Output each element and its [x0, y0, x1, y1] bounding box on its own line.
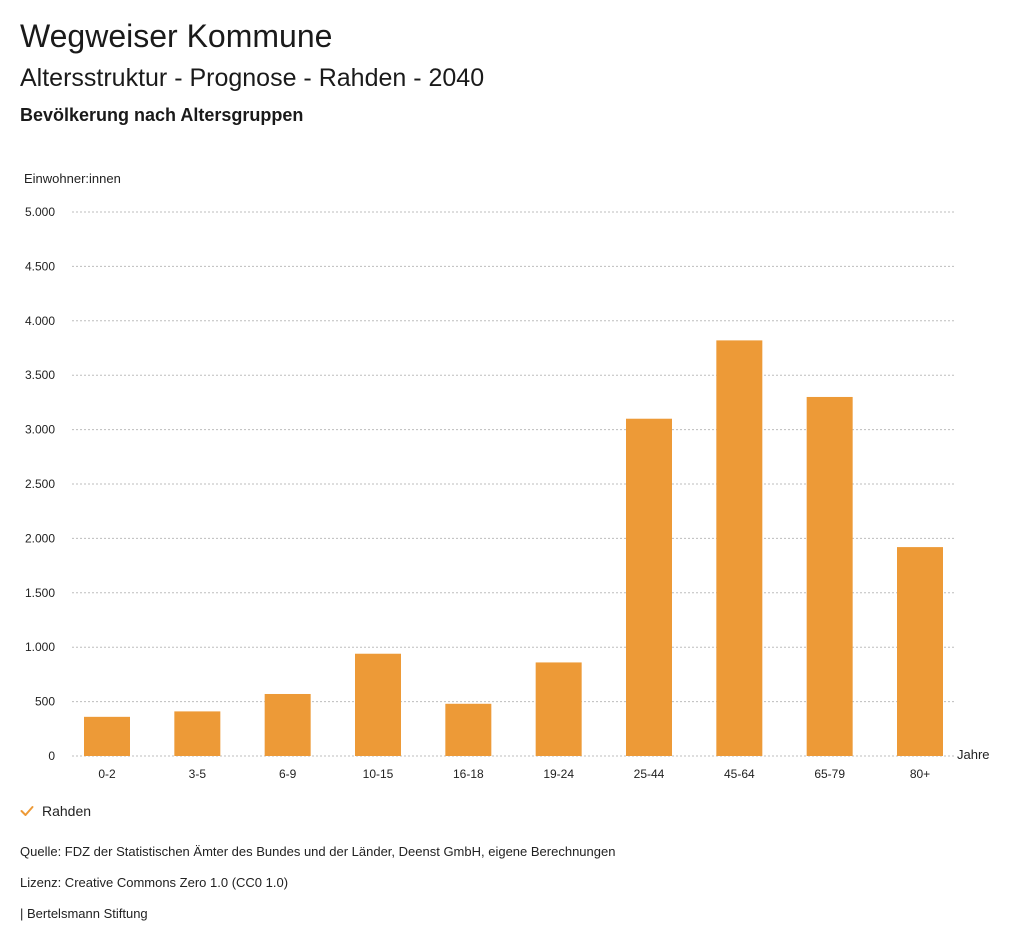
license-note: Lizenz: Creative Commons Zero 1.0 (CC0 1…: [20, 875, 289, 890]
x-tick-label: 45-64: [724, 767, 755, 781]
bar-25-44: [626, 418, 672, 756]
brand-title: Wegweiser Kommune: [20, 18, 333, 54]
x-tick-label: 25-44: [634, 767, 665, 781]
y-tick-label: 3.500: [25, 368, 55, 382]
chart-subtitle: Bevölkerung nach Altersgruppen: [20, 105, 304, 125]
legend-label: Rahden: [42, 803, 92, 819]
y-tick-label: 500: [35, 695, 55, 709]
source-note: Quelle: FDZ der Statistischen Ämter des …: [20, 844, 616, 859]
bar-0-2: [84, 716, 130, 756]
bar-16-18: [445, 703, 492, 756]
x-axis-label: Jahre: [957, 747, 990, 762]
publisher-note: | Bertelsmann Stiftung: [20, 906, 148, 921]
y-axis-label: Einwohner:innen: [24, 171, 121, 186]
x-tick-label: 6-9: [279, 767, 297, 781]
y-tick-label: 4.000: [25, 314, 55, 328]
y-tick-label: 0: [48, 749, 55, 763]
y-tick-label: 5.000: [25, 205, 55, 219]
bar-80+: [897, 547, 943, 756]
bar-65-79: [806, 396, 853, 756]
y-tick-label: 2.500: [25, 477, 55, 491]
x-tick-label: 10-15: [363, 767, 394, 781]
bar-3-5: [174, 711, 221, 756]
legend-item-rahden[interactable]: Rahden: [20, 803, 91, 819]
bar-10-15: [355, 653, 401, 756]
bar-6-9: [264, 693, 311, 756]
y-tick-label: 4.500: [25, 259, 55, 273]
bar-45-64: [716, 340, 763, 756]
y-tick-label: 3.000: [25, 423, 55, 437]
check-icon: [20, 806, 34, 816]
y-tick-label: 2.000: [25, 531, 55, 545]
x-tick-label: 16-18: [453, 767, 484, 781]
x-tick-label: 80+: [910, 767, 930, 781]
y-tick-label: 1.500: [25, 586, 55, 600]
bar-chart: 0 500 1.000 1.500 2.000 2.500 3.000 3.500 4.000 4…: [25, 205, 990, 781]
x-tick-label: 19-24: [543, 767, 574, 781]
bar-19-24: [535, 662, 582, 756]
x-tick-label: 3-5: [189, 767, 207, 781]
y-tick-label: 1.000: [25, 640, 55, 654]
x-tick-label: 65-79: [814, 767, 845, 781]
chart-title: Altersstruktur - Prognose - Rahden - 204…: [20, 64, 485, 92]
x-tick-label: 0-2: [98, 767, 116, 781]
